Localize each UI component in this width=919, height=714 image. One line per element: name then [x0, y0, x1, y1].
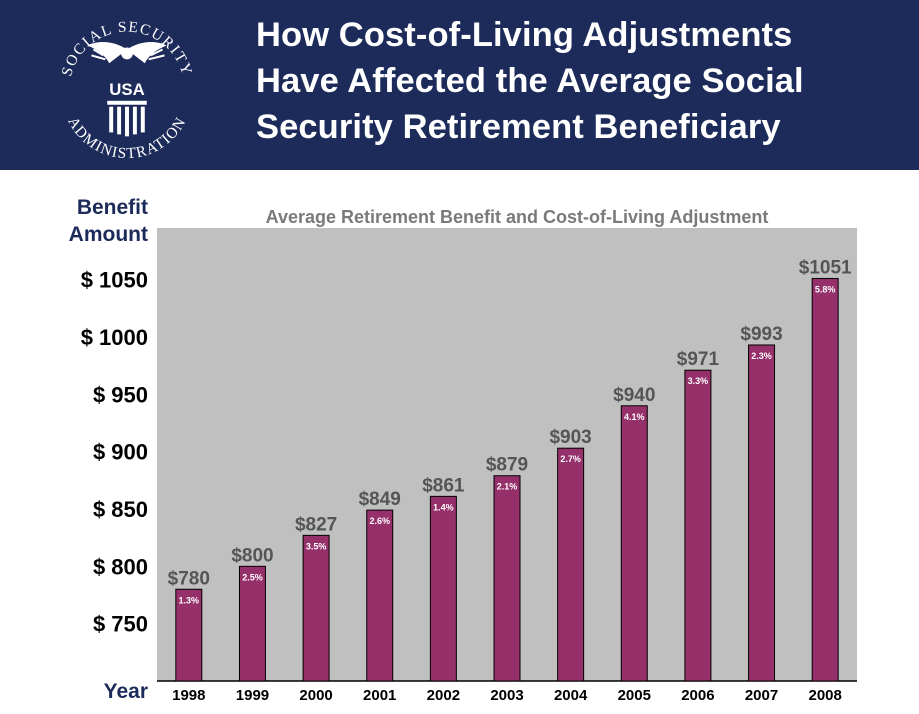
- y-tick-label: $ 1050: [81, 268, 148, 293]
- y-tick-label: $ 850: [93, 497, 148, 522]
- x-tick-label: 2004: [554, 687, 588, 704]
- bar-cola-label: 2.6%: [369, 516, 390, 526]
- title-line-1: How Cost-of-Living Adjustments: [256, 16, 793, 54]
- chart-title: Average Retirement Benefit and Cost-of-L…: [266, 207, 769, 227]
- bar: [748, 344, 776, 682]
- bar-cola-label: 1.4%: [433, 502, 454, 512]
- bar-value-label: $827: [295, 514, 337, 535]
- bar-cola-label: 2.1%: [497, 482, 518, 492]
- logo-center-text: USA: [109, 80, 144, 99]
- y-tick-label: $ 800: [93, 554, 148, 579]
- x-tick-label: 1999: [236, 687, 269, 704]
- y-axis-label: Benefit Amount: [36, 194, 148, 248]
- bar-value-label: $1051: [799, 257, 852, 278]
- x-tick-label: 2006: [681, 687, 714, 704]
- y-tick-label: $ 1000: [81, 325, 148, 350]
- x-tick-label: 2000: [299, 687, 332, 704]
- y-axis-label-line-1: Benefit: [76, 196, 148, 219]
- eagle-icon: [87, 42, 167, 64]
- bar-cola-label: 2.5%: [242, 572, 263, 582]
- bar-cola-label: 1.3%: [179, 595, 200, 605]
- x-tick-label: 2005: [618, 687, 651, 704]
- bar: [238, 565, 266, 682]
- title-line-2: Have Affected the Average Social: [256, 62, 804, 100]
- bar-cola-label: 3.3%: [688, 376, 709, 386]
- x-tick-label: 2007: [745, 687, 778, 704]
- bar-value-label: $971: [677, 349, 720, 370]
- bar-cola-label: 2.3%: [751, 351, 772, 361]
- bar-value-label: $800: [231, 545, 273, 566]
- header-banner: SOCIAL SECURITY ADMINISTRATION USA How C…: [0, 0, 919, 170]
- bar-value-label: $879: [486, 455, 528, 476]
- bar-value-label: $861: [422, 475, 465, 496]
- bar: [366, 509, 394, 682]
- bar: [493, 475, 521, 682]
- bar-cola-label: 3.5%: [306, 541, 327, 551]
- title-line-3: Security Retirement Beneficiary: [256, 108, 781, 146]
- bar-value-label: $993: [740, 324, 782, 345]
- bar-cola-label: 5.8%: [815, 284, 836, 294]
- x-axis-label: Year: [103, 680, 148, 703]
- y-tick-label: $ 950: [93, 382, 148, 407]
- bar-value-label: $903: [549, 427, 591, 448]
- ssa-seal-logo: SOCIAL SECURITY ADMINISTRATION USA: [58, 18, 194, 162]
- bar-value-label: $780: [168, 568, 210, 589]
- x-tick-label: 2002: [427, 687, 460, 704]
- bar: [620, 405, 648, 682]
- bar: [684, 369, 712, 682]
- x-tick-label: 2003: [490, 687, 523, 704]
- bar-cola-label: 4.1%: [624, 412, 645, 422]
- page-title: How Cost-of-Living Adjustments Have Affe…: [256, 12, 906, 150]
- y-axis-label-line-2: Amount: [68, 223, 148, 246]
- x-tick-label: 1998: [172, 687, 205, 704]
- x-tick-label: 2008: [808, 687, 841, 704]
- x-tick-label: 2001: [363, 687, 396, 704]
- bar: [811, 277, 839, 682]
- y-tick-label: $ 750: [93, 612, 148, 637]
- y-tick-label: $ 900: [93, 440, 148, 465]
- bar: [302, 534, 330, 682]
- bar: [175, 588, 203, 682]
- bar-value-label: $940: [613, 385, 655, 406]
- bar: [429, 495, 457, 682]
- bar-value-label: $849: [359, 489, 401, 510]
- bar-cola-label: 2.7%: [560, 454, 581, 464]
- shield-icon: [107, 100, 147, 137]
- bar: [557, 447, 585, 682]
